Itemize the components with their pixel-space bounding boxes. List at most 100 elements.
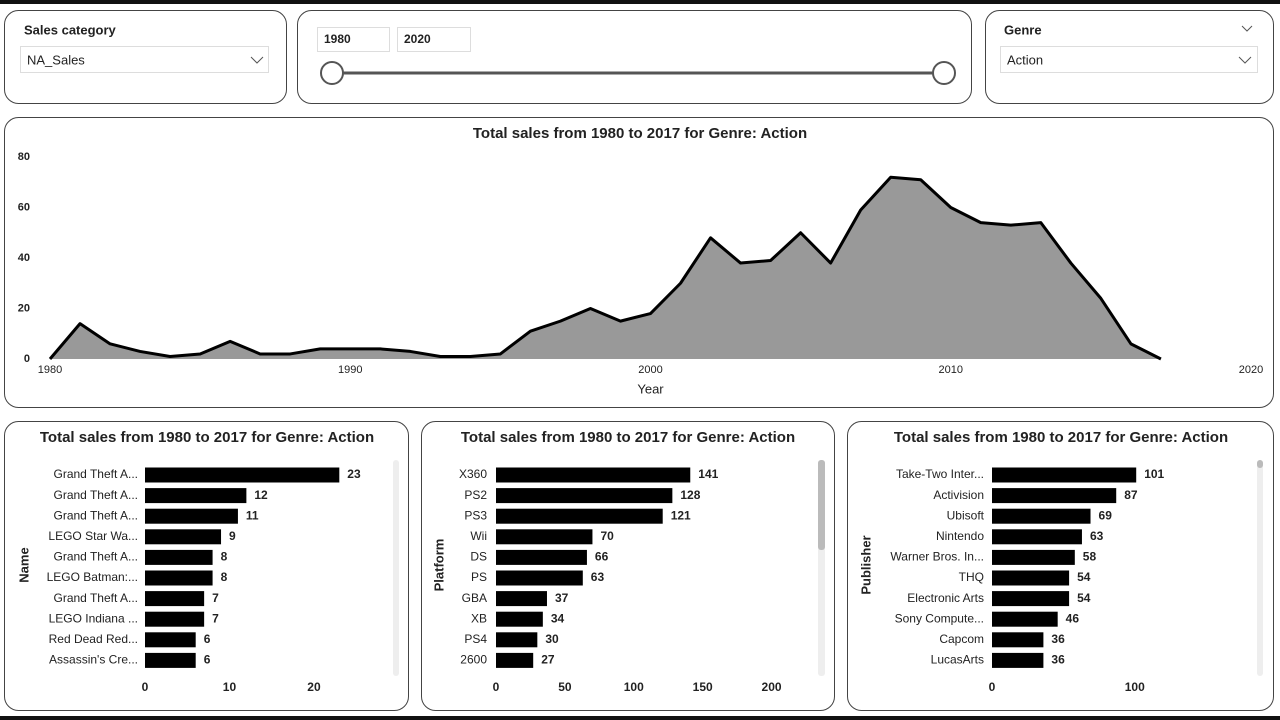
range-end-box[interactable] xyxy=(397,27,471,52)
category-label: Grand Theft A... xyxy=(54,591,139,605)
bar xyxy=(145,467,340,483)
x-tick-label: 1990 xyxy=(338,364,362,376)
category-label: Grand Theft A... xyxy=(54,508,139,522)
chevron[interactable] xyxy=(250,56,264,64)
slider-handle[interactable] xyxy=(932,61,956,85)
bar xyxy=(992,652,1044,668)
dropdown-value[interactable]: NA_Sales xyxy=(27,52,85,67)
data-label: 9 xyxy=(229,529,236,543)
data-label: 66 xyxy=(595,550,609,564)
data-label: 8 xyxy=(221,550,228,564)
data-label: 87 xyxy=(1124,488,1138,502)
data-label: 36 xyxy=(1051,653,1065,667)
chevron[interactable] xyxy=(1238,56,1252,64)
dropdown[interactable] xyxy=(1000,46,1258,73)
category-label: Grand Theft A... xyxy=(54,488,139,502)
area-fill xyxy=(50,177,1161,359)
bar xyxy=(992,632,1044,648)
chevron[interactable] xyxy=(1241,25,1253,32)
category-label: Capcom xyxy=(939,632,984,646)
data-label: 128 xyxy=(680,488,700,502)
x-tick-label: 0 xyxy=(493,680,500,694)
chart-title: Total sales from 1980 to 2017 for Genre:… xyxy=(461,429,795,446)
category-label: Ubisoft xyxy=(947,508,985,522)
x-tick-label: 2010 xyxy=(939,364,963,376)
chart-title: Total sales from 1980 to 2017 for Genre:… xyxy=(473,125,807,142)
bar xyxy=(992,611,1058,627)
data-label: 30 xyxy=(545,632,559,646)
bar xyxy=(145,508,238,524)
x-tick-label: 0 xyxy=(989,680,996,694)
category-label: GBA xyxy=(462,591,487,605)
category-label: Red Dead Red... xyxy=(49,632,138,646)
slicer-label: Genre xyxy=(1004,22,1042,37)
data-label: 11 xyxy=(246,508,259,522)
slicer-label: Sales category xyxy=(24,22,117,37)
category-label: DS xyxy=(470,550,487,564)
bar xyxy=(496,529,593,545)
bar xyxy=(992,488,1117,504)
category-label: Sony Compute... xyxy=(895,611,984,625)
x-tick-label: 20 xyxy=(307,680,321,694)
y-tick-label: 0 xyxy=(24,353,30,365)
data-label: 7 xyxy=(212,591,219,605)
data-label: 63 xyxy=(1090,529,1104,543)
scrollbar-thumb[interactable] xyxy=(818,460,825,550)
category-label: LucasArts xyxy=(931,653,984,667)
x-tick-label: 2020 xyxy=(1239,364,1263,376)
y-axis-label: Name xyxy=(16,547,31,582)
category-label: XB xyxy=(471,611,487,625)
category-label: PS xyxy=(471,570,487,584)
data-label: 54 xyxy=(1077,570,1091,584)
bar xyxy=(496,652,534,668)
data-label: 70 xyxy=(600,529,614,543)
bar xyxy=(992,570,1070,586)
bar xyxy=(145,591,205,607)
data-label: 27 xyxy=(541,653,555,667)
slider-handle[interactable] xyxy=(320,61,344,85)
x-tick-label: 100 xyxy=(1125,680,1145,694)
bar xyxy=(496,611,543,627)
y-axis-label: Platform xyxy=(431,539,446,592)
bar xyxy=(496,488,673,504)
category-label: THQ xyxy=(959,570,984,584)
chart-panel xyxy=(421,421,835,711)
bar xyxy=(145,652,196,668)
category-label: LEGO Batman:... xyxy=(47,570,138,584)
scrollbar[interactable] xyxy=(1257,460,1263,676)
data-label: 101 xyxy=(1144,467,1164,481)
data-label: 23 xyxy=(347,467,361,481)
data-label: 7 xyxy=(212,611,219,625)
data-label: 6 xyxy=(204,653,211,667)
x-tick-label: 100 xyxy=(624,680,644,694)
data-label: 37 xyxy=(555,591,569,605)
range-end[interactable]: 2020 xyxy=(404,32,431,46)
scrollbar[interactable] xyxy=(393,460,399,676)
dropdown-value[interactable]: Action xyxy=(1007,52,1043,67)
bar xyxy=(145,570,213,586)
data-label: 8 xyxy=(221,570,228,584)
y-tick-label: 80 xyxy=(18,151,30,163)
scrollbar-thumb[interactable] xyxy=(1257,460,1263,468)
bar xyxy=(496,508,663,524)
range-start-box[interactable] xyxy=(317,27,390,52)
bar xyxy=(992,529,1082,545)
category-label: Nintendo xyxy=(936,529,984,543)
chart-panel xyxy=(4,421,409,711)
bar xyxy=(145,529,222,545)
data-label: 58 xyxy=(1083,550,1097,564)
category-label: LEGO Star Wa... xyxy=(48,529,138,543)
bar xyxy=(145,632,196,648)
slicer-panel xyxy=(297,10,972,104)
x-tick-label: 50 xyxy=(558,680,572,694)
range-start[interactable]: 1980 xyxy=(324,32,351,46)
bar xyxy=(145,488,247,504)
data-label: 63 xyxy=(591,570,605,584)
bar xyxy=(145,549,213,565)
bottom-edge xyxy=(0,716,1280,720)
bar xyxy=(496,467,691,483)
dropdown[interactable] xyxy=(20,46,269,73)
category-label: 2600 xyxy=(460,653,487,667)
data-label: 12 xyxy=(254,488,268,502)
